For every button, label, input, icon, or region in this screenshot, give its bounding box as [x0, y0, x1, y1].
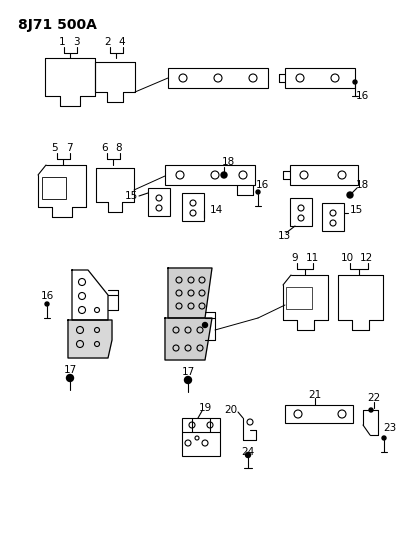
Circle shape: [66, 375, 73, 382]
Text: 8: 8: [115, 143, 122, 153]
Text: 10: 10: [339, 253, 353, 263]
Circle shape: [381, 436, 385, 440]
Bar: [285, 287, 311, 309]
Text: 18: 18: [355, 180, 368, 190]
Text: 17: 17: [181, 367, 194, 377]
Text: 18: 18: [221, 157, 234, 167]
Text: 11: 11: [305, 253, 318, 263]
Text: 13: 13: [277, 231, 290, 241]
Text: 3: 3: [72, 37, 79, 47]
Bar: [321, 203, 343, 231]
Polygon shape: [164, 318, 211, 360]
Text: 19: 19: [198, 403, 211, 413]
Circle shape: [220, 172, 227, 178]
Text: 8J71 500A: 8J71 500A: [18, 18, 97, 32]
Bar: [284, 405, 352, 423]
Bar: [168, 68, 267, 88]
Text: 9: 9: [291, 253, 298, 263]
Bar: [182, 418, 220, 456]
Bar: [164, 165, 254, 185]
Circle shape: [184, 376, 191, 384]
Bar: [148, 188, 170, 216]
Text: 12: 12: [359, 253, 372, 263]
Text: 22: 22: [366, 393, 380, 403]
Text: 21: 21: [308, 390, 321, 400]
Text: 15: 15: [124, 191, 138, 201]
Text: 1: 1: [58, 37, 65, 47]
Text: 16: 16: [355, 91, 368, 101]
Text: 23: 23: [382, 423, 396, 433]
Circle shape: [202, 322, 207, 327]
Bar: [284, 68, 354, 88]
Text: 16: 16: [40, 291, 54, 301]
Circle shape: [368, 408, 372, 412]
Text: 5: 5: [52, 143, 58, 153]
Text: 24: 24: [241, 447, 254, 457]
Text: 6: 6: [101, 143, 108, 153]
Circle shape: [45, 302, 49, 306]
Text: 14: 14: [209, 205, 223, 215]
Text: 7: 7: [65, 143, 72, 153]
Circle shape: [346, 192, 352, 198]
Text: 20: 20: [223, 405, 236, 415]
Bar: [182, 193, 204, 221]
Circle shape: [352, 80, 356, 84]
Bar: [289, 198, 311, 226]
Text: 16: 16: [255, 180, 268, 190]
Polygon shape: [68, 320, 112, 358]
Text: 15: 15: [349, 205, 362, 215]
Circle shape: [245, 453, 250, 457]
Text: 4: 4: [118, 37, 125, 47]
Text: 17: 17: [63, 365, 76, 375]
Bar: [42, 177, 66, 199]
Text: 2: 2: [104, 37, 111, 47]
Polygon shape: [168, 268, 211, 318]
Circle shape: [255, 190, 259, 194]
Bar: [289, 165, 357, 185]
